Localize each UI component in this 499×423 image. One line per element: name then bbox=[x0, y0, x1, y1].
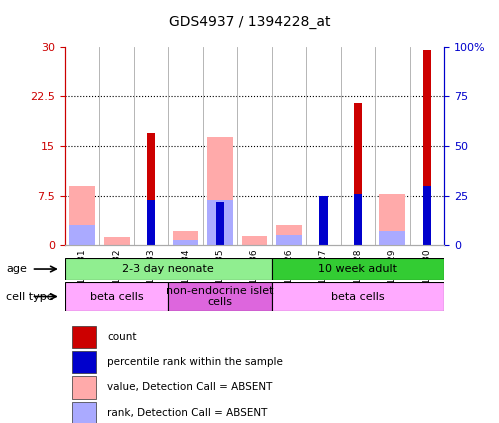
Text: count: count bbox=[107, 332, 137, 342]
Text: percentile rank within the sample: percentile rank within the sample bbox=[107, 357, 283, 367]
Bar bbox=[276, 225, 302, 245]
Bar bbox=[168, 282, 272, 311]
Bar bbox=[65, 282, 168, 311]
Bar bbox=[147, 133, 155, 245]
Bar bbox=[65, 258, 272, 280]
Bar bbox=[272, 258, 444, 280]
Text: age: age bbox=[6, 264, 27, 274]
Bar bbox=[72, 326, 96, 348]
Bar bbox=[207, 200, 233, 245]
Text: beta cells: beta cells bbox=[331, 291, 385, 302]
Bar bbox=[104, 237, 130, 245]
Bar bbox=[354, 194, 362, 245]
Text: 2-3 day neonate: 2-3 day neonate bbox=[122, 264, 214, 274]
Bar bbox=[423, 186, 431, 245]
Bar bbox=[216, 202, 225, 245]
Bar bbox=[379, 194, 405, 245]
Bar bbox=[72, 351, 96, 373]
Bar bbox=[379, 231, 405, 245]
Text: non-endocrine islet
cells: non-endocrine islet cells bbox=[166, 286, 274, 308]
Text: beta cells: beta cells bbox=[90, 291, 143, 302]
Bar bbox=[423, 50, 431, 245]
Text: cell type: cell type bbox=[6, 291, 53, 302]
Bar bbox=[72, 376, 96, 398]
Bar bbox=[173, 231, 199, 245]
Text: rank, Detection Call = ABSENT: rank, Detection Call = ABSENT bbox=[107, 408, 267, 418]
Bar bbox=[147, 200, 155, 245]
Bar bbox=[319, 229, 328, 245]
Bar bbox=[242, 236, 267, 245]
Text: value, Detection Call = ABSENT: value, Detection Call = ABSENT bbox=[107, 382, 272, 393]
Bar bbox=[69, 186, 95, 245]
Bar bbox=[72, 402, 96, 423]
Text: 10 week adult: 10 week adult bbox=[318, 264, 397, 274]
Bar bbox=[276, 235, 302, 245]
Bar bbox=[272, 282, 444, 311]
Bar bbox=[69, 225, 95, 245]
Bar bbox=[173, 240, 199, 245]
Bar bbox=[207, 137, 233, 245]
Text: GDS4937 / 1394228_at: GDS4937 / 1394228_at bbox=[169, 15, 330, 29]
Bar bbox=[319, 196, 328, 245]
Bar bbox=[354, 103, 362, 245]
